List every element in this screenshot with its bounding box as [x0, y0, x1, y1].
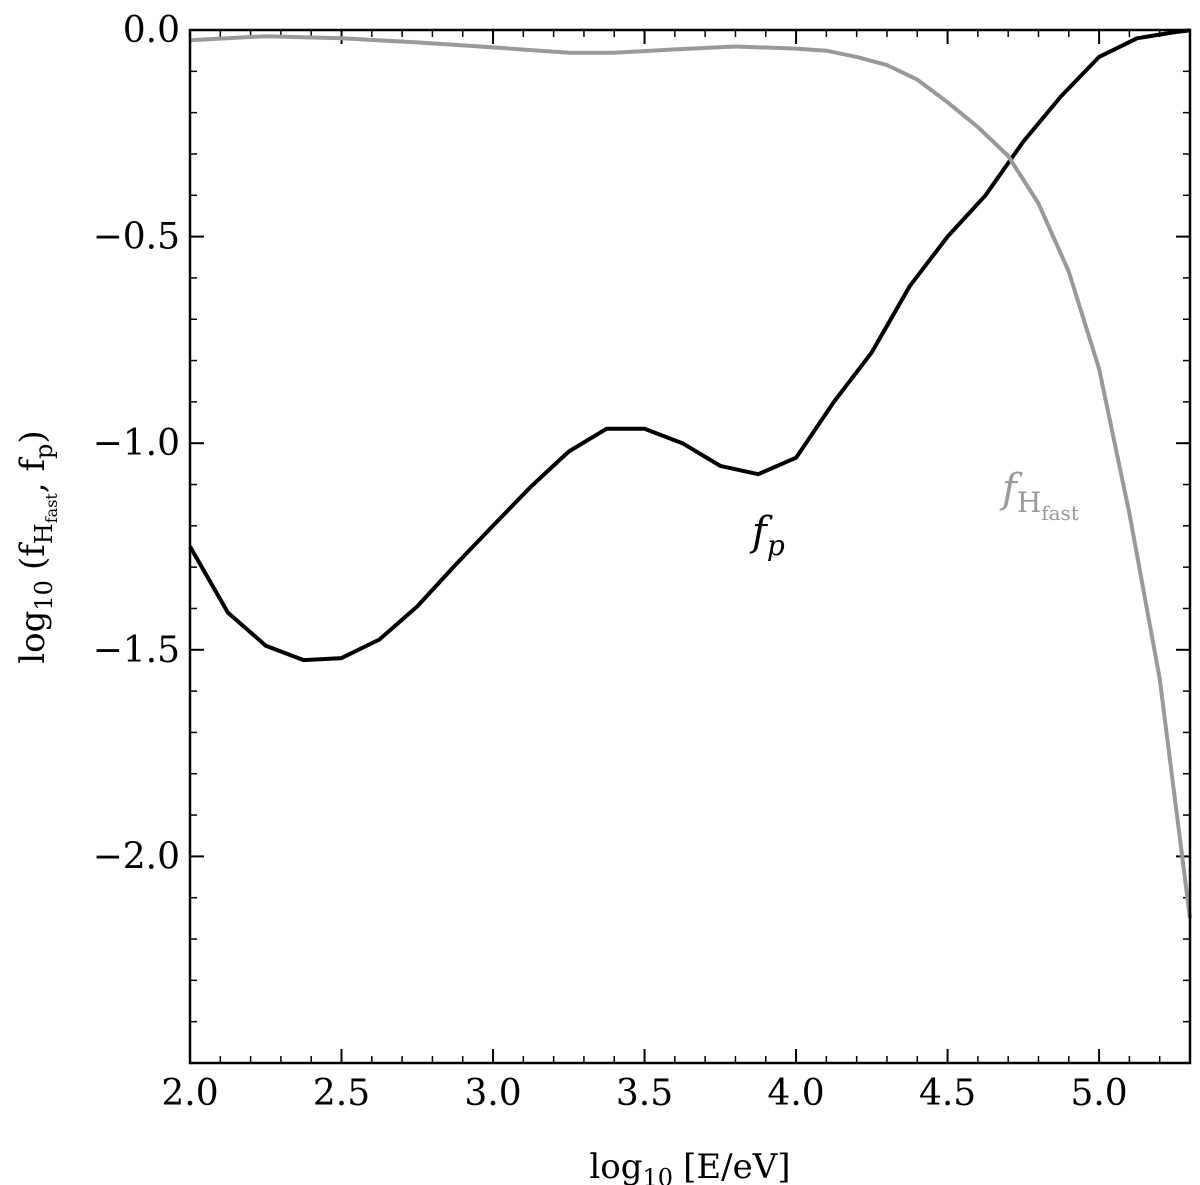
x-tick-label: 2.0 [161, 1073, 218, 1114]
y-axis-label: log10(fHfast, fp) [13, 430, 61, 663]
x-axis-label: log10 [E/eV] [589, 1147, 790, 1185]
y-tick-label: −0.5 [93, 217, 180, 258]
y-tick-label: 0.0 [123, 10, 180, 51]
x-tick-label: 2.5 [313, 1073, 370, 1114]
tick-label-layer: 2.0 2.5 3.0 3.5 4.0 4.5 5.0 0.0 −0.5 −1.0 −1.5 −2.0 [93, 10, 1128, 1114]
x-tick-label: 5.0 [1070, 1073, 1127, 1114]
x-tick-label: 4.5 [919, 1073, 976, 1114]
series-line-f-p [188, 28, 1191, 663]
y-tick-label: −1.5 [93, 630, 180, 671]
y-tick-label: −1.0 [93, 423, 180, 464]
plot-frame [188, 28, 1192, 1065]
series-layer [188, 28, 1192, 919]
series-line-f-h-fast [189, 34, 1192, 919]
x-tick-label: 3.0 [464, 1073, 521, 1114]
y-tick-label: −2.0 [93, 836, 180, 877]
x-tick-label: 4.0 [767, 1073, 824, 1114]
x-tick-label: 3.5 [616, 1073, 673, 1114]
